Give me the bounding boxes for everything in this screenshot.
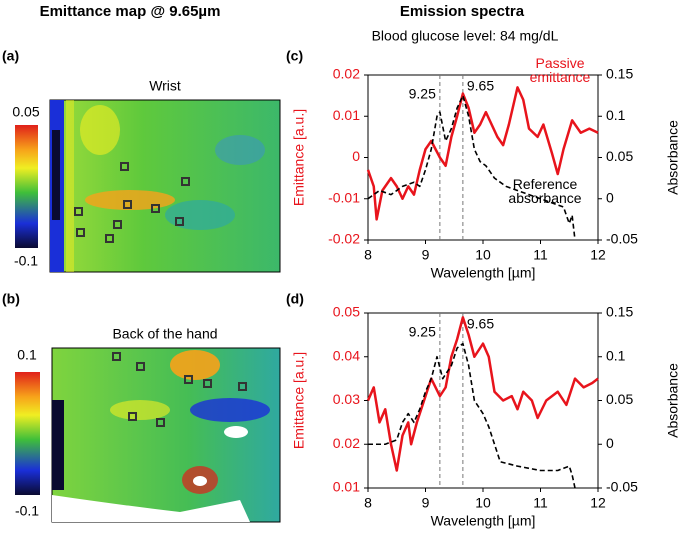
plot-frame — [367, 74, 599, 241]
colorbar — [15, 125, 38, 248]
y-tick-label: 0.02 — [333, 435, 360, 451]
legend-label: Passive emittance — [529, 56, 591, 85]
y-axis-label: Emittance [a.u.] — [291, 109, 307, 206]
heatmap — [49, 99, 281, 273]
map-title: Back of the hand — [112, 326, 217, 342]
colorbar-label: 0.05 — [12, 104, 39, 120]
x-tick-label: 8 — [364, 495, 372, 511]
x-tick-label: 10 — [475, 247, 491, 263]
y-tick-label: 0.04 — [333, 347, 360, 363]
series-line — [367, 94, 576, 241]
x-tick-label: 12 — [590, 495, 606, 511]
panel-label: (d) — [286, 291, 304, 307]
x-tick-label: 12 — [590, 247, 606, 263]
colorbar-label: -0.1 — [15, 503, 39, 519]
reference-label: 9.65 — [467, 78, 494, 94]
x-axis-label: Wavelength [µm] — [431, 513, 536, 529]
y2-axis-label: Absorbance — [665, 120, 681, 195]
colorbar — [15, 372, 40, 495]
colorbar-label: 0.1 — [17, 347, 37, 363]
reference-label: 9.65 — [467, 316, 494, 332]
x-tick-label: 9 — [422, 495, 430, 511]
series-line — [366, 86, 599, 221]
y-tick-label: 0.01 — [333, 479, 360, 495]
y-tick-label: 0.02 — [333, 66, 360, 82]
y2-tick-label: 0.15 — [606, 66, 633, 82]
legend-label: Reference absorbance — [508, 177, 582, 206]
panel-label: (c) — [286, 48, 303, 64]
x-tick-label: 9 — [422, 247, 430, 263]
reference-label: 9.25 — [409, 324, 436, 340]
y-tick-label: 0.01 — [333, 107, 360, 123]
series-line — [368, 342, 576, 489]
y2-tick-label: 0 — [606, 189, 614, 205]
y2-tick-label: 0 — [606, 435, 614, 451]
reference-label: 9.25 — [409, 86, 436, 102]
y2-axis-label: Absorbance — [665, 363, 681, 438]
y-tick-label: 0.05 — [333, 304, 360, 320]
colorbar-label: -0.1 — [14, 253, 38, 269]
y2-tick-label: -0.05 — [606, 231, 638, 247]
x-tick-label: 8 — [364, 247, 372, 263]
x-tick-label: 11 — [533, 495, 548, 511]
y2-tick-label: 0.15 — [606, 304, 633, 320]
heading: Emittance map @ 9.65µm — [40, 3, 221, 20]
y2-tick-label: 0.1 — [606, 107, 626, 123]
y-tick-label: 0.03 — [333, 391, 360, 407]
y-tick-label: -0.01 — [328, 189, 360, 205]
y-tick-label: -0.02 — [328, 231, 360, 247]
y-tick-label: 0 — [352, 148, 360, 164]
series-line — [366, 316, 599, 472]
x-tick-label: 11 — [533, 247, 548, 263]
x-axis-label: Wavelength [µm] — [431, 265, 536, 281]
y-axis-label: Emittance [a.u.] — [291, 352, 307, 449]
map-title: Wrist — [149, 78, 181, 94]
legend-entry: Reference absorbance — [508, 177, 582, 206]
y2-tick-label: 0.05 — [606, 391, 633, 407]
legend-entry: Passive emittance — [529, 56, 591, 85]
y2-tick-label: 0.1 — [606, 347, 626, 363]
x-tick-label: 10 — [475, 495, 491, 511]
y2-tick-label: 0.05 — [606, 148, 633, 164]
y2-tick-label: -0.05 — [606, 479, 638, 495]
panel-label: (a) — [2, 48, 19, 64]
heatmap — [51, 347, 281, 523]
heading: Emission spectra — [400, 3, 525, 20]
panel-label: (b) — [2, 291, 20, 307]
subtitle: Blood glucose level: 84 mg/dL — [372, 28, 559, 44]
